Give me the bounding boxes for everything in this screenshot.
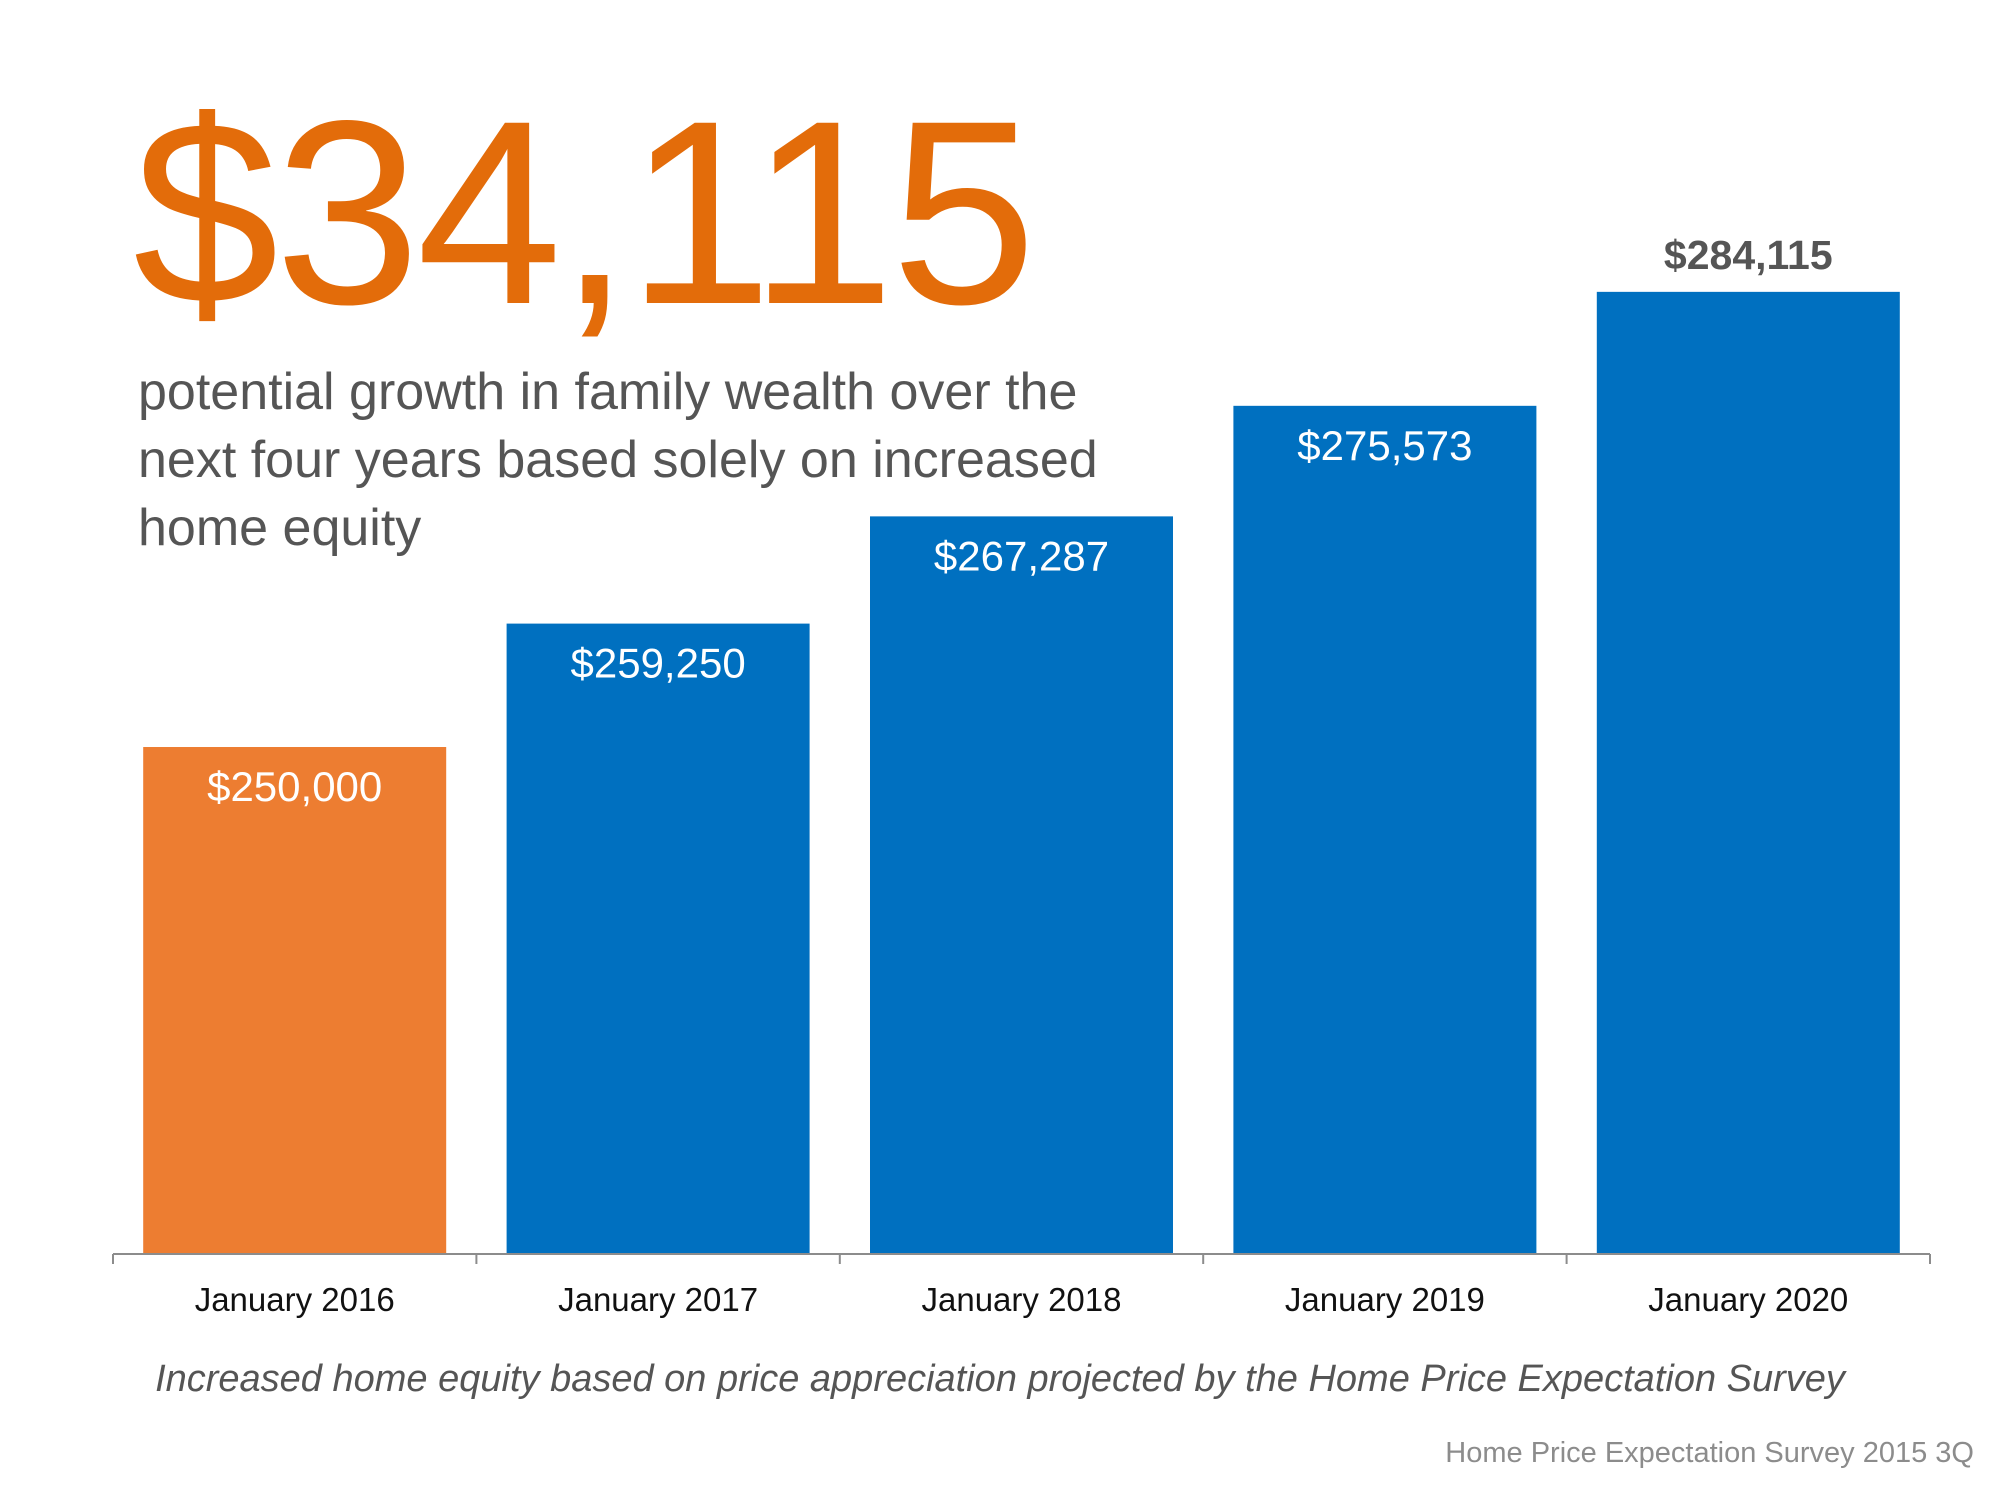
x-axis	[112, 1253, 1931, 1264]
bar-1	[143, 747, 447, 1254]
bar-4	[1233, 405, 1537, 1255]
chart-footnote: Increased home equity based on price app…	[155, 1358, 1845, 1400]
x-tick-label-3: January 2018	[922, 1281, 1122, 1318]
bar-value-label-5: $284,115	[1664, 232, 1833, 278]
labels-layer: $250,000 January 2016 $259,250 January 2017…	[195, 232, 1849, 1318]
headline-amount: $34,115	[133, 66, 1037, 359]
bar-value-label-2: $259,250	[571, 640, 746, 687]
bar-value-label-4: $275,573	[1297, 422, 1472, 469]
x-tick-label-4: January 2019	[1285, 1281, 1485, 1318]
bar-2	[506, 623, 810, 1254]
x-tick-label-2: January 2017	[558, 1281, 758, 1318]
headline-subtitle: potential growth in family wealth over t…	[138, 363, 1098, 557]
x-tick-label-5: January 2020	[1648, 1281, 1848, 1318]
bar-5	[1596, 291, 1900, 1254]
bar-3	[870, 516, 1173, 1254]
bar-value-label-3: $267,287	[934, 532, 1109, 579]
x-tick-label-1: January 2016	[195, 1281, 395, 1318]
bars-layer	[143, 291, 1900, 1255]
source-credit: Home Price Expectation Survey 2015 3Q	[1445, 1437, 1974, 1469]
bar-value-label-1: $250,000	[207, 763, 382, 810]
